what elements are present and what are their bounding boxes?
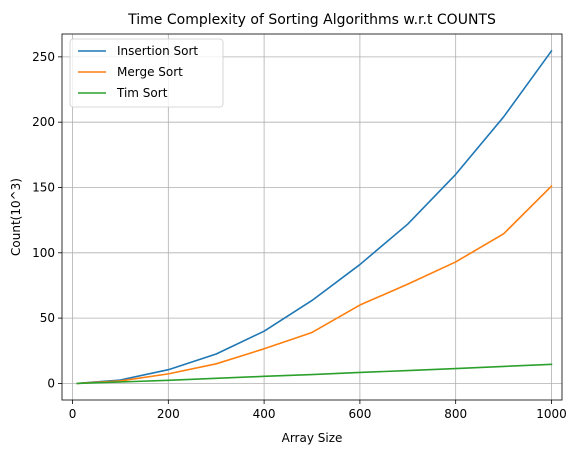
legend-box <box>69 38 224 108</box>
grid-layer <box>62 34 562 400</box>
legend-label-merge-sort: Merge Sort <box>117 65 183 79</box>
series-line-merge-sort <box>76 185 553 385</box>
series-line-tim-sort <box>76 363 553 385</box>
y-tick-label: 0 <box>47 376 55 390</box>
legend-label-insertion-sort: Insertion Sort <box>117 44 198 58</box>
y-tick-label: 200 <box>32 115 55 129</box>
x-tick-label: 600 <box>348 407 371 421</box>
legend-label-tim-sort: Tim Sort <box>116 86 168 100</box>
y-axis-label: Count(10^3) <box>9 178 23 256</box>
x-axis-label: Array Size <box>282 431 343 445</box>
x-tick-label: 1000 <box>536 407 567 421</box>
plot-frame <box>61 33 563 401</box>
x-tick-label: 200 <box>157 407 180 421</box>
y-tick-label: 100 <box>32 246 55 260</box>
y-tick-label: 50 <box>40 311 55 325</box>
legend: Insertion Sort Merge Sort Tim Sort <box>69 38 224 108</box>
series-line-insertion-sort <box>76 49 553 385</box>
x-tick-label: 800 <box>444 407 467 421</box>
tick-layer: 0 200 400 600 800 1000 0 50 100 150 200 250 <box>32 50 567 421</box>
chart-title: Time Complexity of Sorting Algorithms w.… <box>127 12 496 28</box>
y-tick-label: 150 <box>32 180 55 194</box>
series-layer <box>76 49 553 385</box>
y-tick-label: 250 <box>32 50 55 64</box>
x-tick-label: 400 <box>253 407 276 421</box>
x-tick-label: 0 <box>69 407 77 421</box>
